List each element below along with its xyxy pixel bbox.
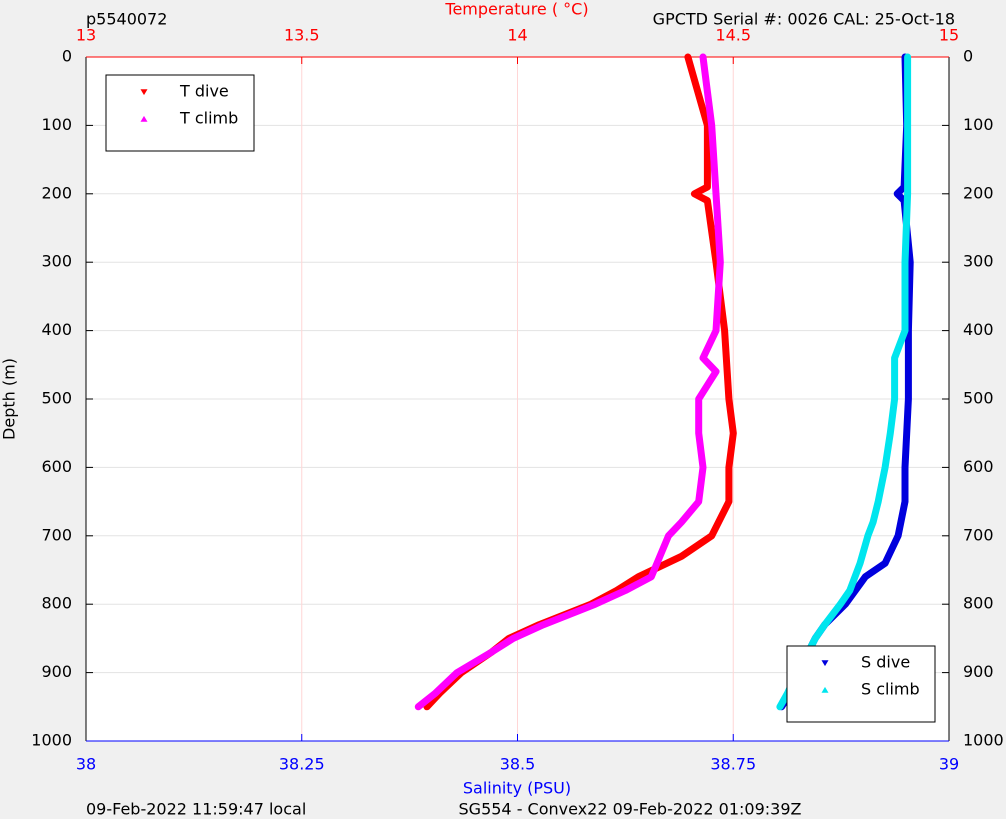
y-tick-label-right: 100	[963, 115, 994, 134]
x2-axis-label: Temperature ( °C)	[444, 0, 588, 19]
legend-label: T climb	[179, 109, 238, 128]
legend-marker	[140, 89, 148, 96]
x2-tick-label: 13	[76, 26, 96, 45]
x-tick-label: 38.25	[279, 755, 325, 774]
y-tick-label: 0	[62, 47, 72, 66]
y-tick-label: 200	[41, 183, 72, 202]
chart-title: p5540072	[86, 10, 167, 29]
x2-tick-label: 14	[507, 26, 527, 45]
y-tick-label: 800	[41, 594, 72, 613]
y-axis-label: Depth (m)	[0, 358, 19, 440]
y-tick-label: 700	[41, 525, 72, 544]
x-tick-label: 38.75	[710, 755, 756, 774]
y-tick-label-right: 900	[963, 662, 994, 681]
y-tick-label-right: 800	[963, 594, 994, 613]
footer-left: 09-Feb-2022 11:59:47 local	[86, 800, 306, 819]
y-tick-label-right: 400	[963, 320, 994, 339]
y-tick-label: 500	[41, 389, 72, 408]
y-tick-label: 100	[41, 115, 72, 134]
legend-marker	[821, 686, 829, 693]
y-tick-label-right: 500	[963, 389, 994, 408]
x2-tick-label: 15	[939, 26, 959, 45]
y-tick-label-right: 300	[963, 252, 994, 271]
x2-tick-label: 13.5	[284, 26, 320, 45]
chart-subtitle: GPCTD Serial #: 0026 CAL: 25-Oct-18	[653, 10, 955, 29]
legend-marker	[140, 115, 148, 122]
x-tick-label: 39	[939, 755, 959, 774]
legend-box	[105, 74, 255, 152]
profile-line	[414, 53, 724, 711]
y-tick-label-right: 200	[963, 183, 994, 202]
legend-label: S climb	[861, 680, 920, 699]
y-tick-label-right: 600	[963, 457, 994, 476]
x-tick-label: 38	[76, 755, 96, 774]
y-tick-label-right: 0	[963, 47, 973, 66]
x-axis-label: Salinity (PSU)	[463, 779, 571, 798]
y-tick-label: 300	[41, 252, 72, 271]
x-tick-label: 38.5	[500, 755, 536, 774]
y-tick-label: 400	[41, 320, 72, 339]
y-tick-label-right: 1000	[963, 731, 1004, 750]
y-tick-label-right: 700	[963, 525, 994, 544]
y-tick-label: 1000	[31, 731, 72, 750]
legend-label: S dive	[861, 653, 910, 672]
y-tick-label: 900	[41, 662, 72, 681]
y-tick-label: 600	[41, 457, 72, 476]
legend-marker	[821, 660, 829, 667]
legend-box	[786, 645, 936, 723]
x2-tick-label: 14.5	[715, 26, 751, 45]
footer-center: SG554 - Convex22 09-Feb-2022 01:09:39Z	[459, 800, 802, 819]
legend-label: T dive	[179, 82, 229, 101]
